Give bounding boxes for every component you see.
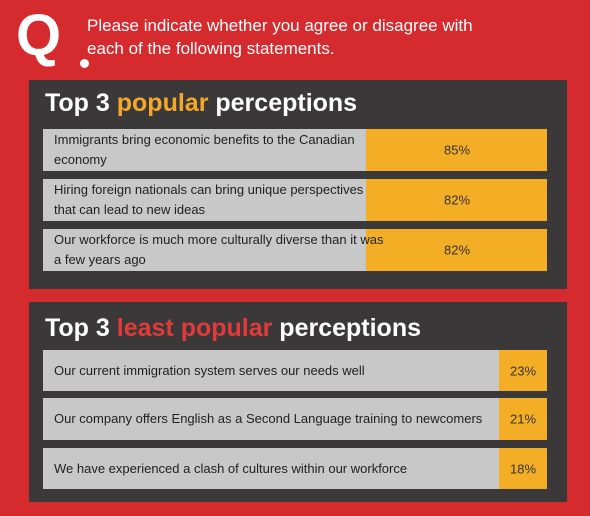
bar-row: Our current immigration system serves ou… — [43, 350, 547, 391]
title-prefix: Top 3 — [45, 314, 117, 342]
statement-label: Our current immigration system serves ou… — [54, 362, 365, 378]
percent-label: 82% — [444, 242, 471, 258]
bar-fill — [499, 448, 547, 489]
bar-row: Our workforce is much more culturally di… — [43, 229, 547, 271]
bar-row: We have experienced a clash of cultures … — [43, 448, 547, 489]
title-highlight: popular — [116, 89, 209, 117]
panel-title: Top 3 least popular perceptions — [45, 314, 421, 343]
bar-row: Immigrants bring economic benefits to th… — [43, 129, 547, 171]
title-prefix: Top 3 — [45, 89, 117, 117]
bar-fill — [366, 229, 547, 271]
question-badge: Q — [16, 7, 89, 68]
panel-title: Top 3 popular perceptions — [45, 89, 357, 118]
bar-row: Hiring foreign nationals can bring uniqu… — [43, 179, 547, 221]
title-suffix: perceptions — [208, 89, 358, 117]
statement-label: Our workforce is much more culturally di… — [54, 232, 384, 267]
title-highlight: least popular — [116, 314, 273, 342]
statement-label: We have experienced a clash of cultures … — [54, 460, 408, 476]
bar-row: Our company offers English as a Second L… — [43, 398, 547, 440]
question-text: Please indicate whether you agree or dis… — [87, 16, 473, 58]
bar-fill — [366, 129, 547, 171]
percent-label: 85% — [444, 142, 471, 158]
percent-label: 23% — [510, 363, 537, 378]
bar-fill — [499, 398, 547, 440]
percent-label: 82% — [444, 192, 471, 208]
q-dot-icon — [80, 59, 89, 68]
percent-label: 21% — [510, 411, 537, 427]
least-popular-perceptions-panel: Top 3 least popular perceptions Our curr… — [29, 302, 567, 502]
statement-label: Hiring foreign nationals can bring uniqu… — [54, 182, 364, 217]
bar-fill — [499, 350, 547, 391]
popular-perceptions-panel: Top 3 popular perceptions Immigrants bri… — [29, 80, 567, 289]
bar-fill — [366, 179, 547, 221]
q-letter: Q — [16, 3, 61, 68]
statement-label: Immigrants bring economic benefits to th… — [54, 132, 355, 167]
title-suffix: perceptions — [272, 314, 422, 342]
percent-label: 18% — [510, 461, 537, 476]
statement-label: Our company offers English as a Second L… — [54, 411, 483, 426]
